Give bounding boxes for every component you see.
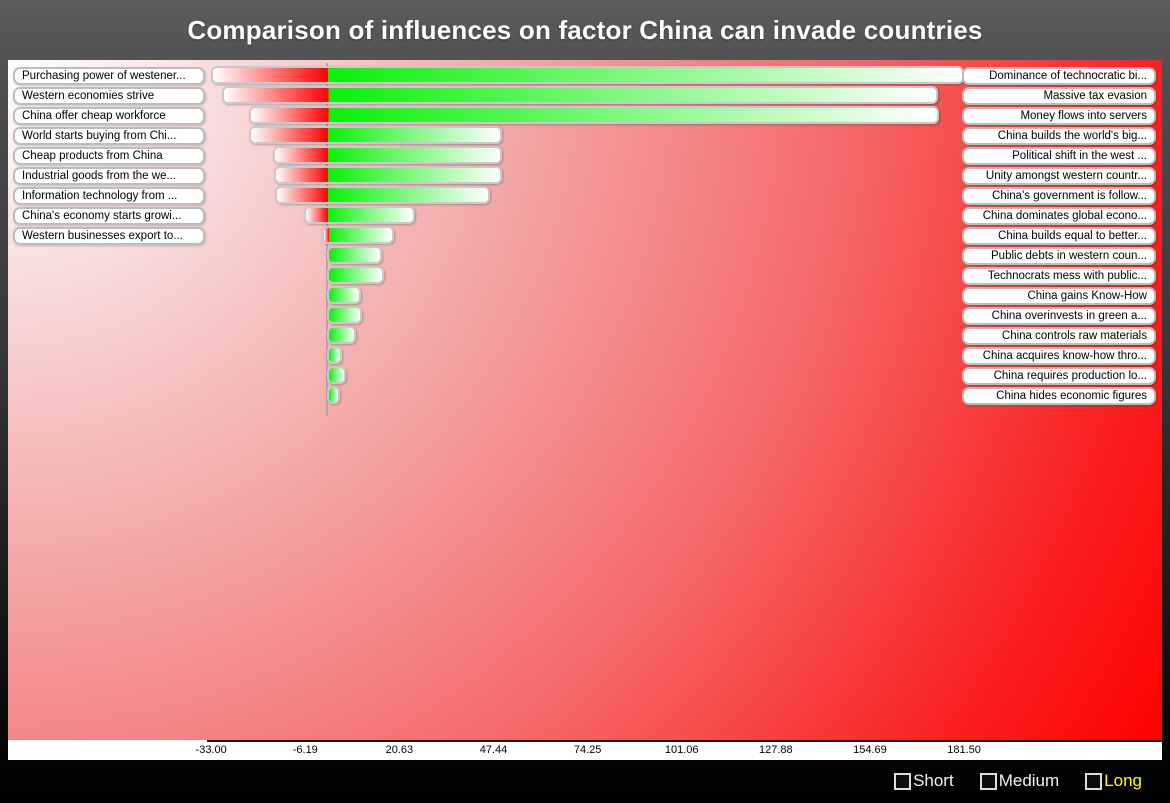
x-axis-line (207, 740, 1162, 742)
right-label-6[interactable]: Unity amongst western countr... (962, 167, 1156, 185)
bar-row-13[interactable] (327, 306, 363, 324)
legend-label-medium[interactable]: Medium (998, 771, 1060, 790)
x-tick-181.50: 181.50 (947, 744, 981, 756)
right-label-2[interactable]: Massive tax evasion (962, 87, 1156, 105)
left-label-1[interactable]: Purchasing power of westener... (13, 67, 205, 85)
legend-checkbox-long[interactable] (1085, 772, 1103, 790)
legend-item-short: Short (894, 771, 954, 791)
right-label-12[interactable]: China gains Know-How (962, 287, 1156, 305)
right-label-8[interactable]: China dominates global econo... (962, 207, 1156, 225)
left-label-3[interactable]: China offer cheap workforce (13, 107, 205, 125)
bar-row-2[interactable] (221, 86, 938, 104)
bar-row-1[interactable] (211, 66, 965, 84)
right-label-1[interactable]: Dominance of technocratic bi... (962, 67, 1156, 85)
x-tick-47.44: 47.44 (479, 744, 508, 756)
bar-row-12[interactable] (327, 286, 361, 304)
bar-row-14[interactable] (327, 326, 357, 344)
bar-row-3[interactable] (248, 106, 940, 124)
legend-label-short[interactable]: Short (913, 771, 954, 790)
bar-row-9[interactable] (321, 226, 394, 244)
legend-item-long: Long (1085, 771, 1142, 791)
right-label-11[interactable]: Technocrats mess with public... (962, 267, 1156, 285)
chart-area: Purchasing power of westener... Dominance… (8, 60, 1162, 760)
right-label-16[interactable]: China requires production lo... (962, 367, 1156, 385)
bar-row-5[interactable] (272, 146, 503, 164)
right-label-14[interactable]: China controls raw materials (962, 327, 1156, 345)
left-label-6[interactable]: Industrial goods from the we... (13, 167, 205, 185)
plot-area: Purchasing power of westener... Dominance… (8, 60, 1162, 740)
right-label-7[interactable]: China's government is follow... (962, 187, 1156, 205)
x-tick-154.69: 154.69 (853, 744, 887, 756)
legend: Short Medium Long (894, 767, 1142, 795)
left-label-8[interactable]: China's economy starts growi... (13, 207, 205, 225)
left-label-9[interactable]: Western businesses export to... (13, 227, 205, 245)
bar-row-4[interactable] (248, 126, 503, 144)
legend-checkbox-medium[interactable] (979, 772, 997, 790)
bar-row-15[interactable] (327, 346, 343, 364)
bar-row-7[interactable] (275, 186, 491, 204)
legend-item-medium: Medium (979, 771, 1060, 791)
bar-row-17[interactable] (327, 386, 340, 404)
right-label-4[interactable]: China builds the world's big... (962, 127, 1156, 145)
left-label-2[interactable]: Western economies strive (13, 87, 205, 105)
right-label-13[interactable]: China overinvests in green a... (962, 307, 1156, 325)
x-tick-74.25: 74.25 (573, 744, 602, 756)
left-label-4[interactable]: World starts buying from Chi... (13, 127, 205, 145)
x-tick--33.00: -33.00 (195, 744, 227, 756)
right-label-15[interactable]: China acquires know-how thro... (962, 347, 1156, 365)
legend-label-long[interactable]: Long (1104, 771, 1142, 790)
x-axis: -33.00 -6.19 20.63 47.44 74.25 101.06 127.88 15… (8, 740, 1162, 760)
x-tick-101.06: 101.06 (664, 744, 699, 756)
left-label-7[interactable]: Information technology from ... (13, 187, 205, 205)
right-label-10[interactable]: Public debts in western coun... (962, 247, 1156, 265)
bar-row-6[interactable] (273, 166, 503, 184)
x-tick-20.63: 20.63 (385, 744, 414, 756)
bar-row-10[interactable] (327, 246, 383, 264)
right-label-3[interactable]: Money flows into servers (962, 107, 1156, 125)
bar-row-8[interactable] (304, 206, 415, 224)
left-label-5[interactable]: Cheap products from China (13, 147, 205, 165)
right-label-5[interactable]: Political shift in the west ... (962, 147, 1156, 165)
legend-checkbox-short[interactable] (894, 772, 912, 790)
bar-row-11[interactable] (327, 266, 385, 284)
right-label-17[interactable]: China hides economic figures (962, 387, 1156, 405)
bar-row-16[interactable] (327, 366, 346, 384)
x-tick--6.19: -6.19 (292, 744, 318, 756)
chart-title: Comparison of influences on factor China… (187, 15, 983, 45)
x-tick-127.88: 127.88 (759, 744, 793, 756)
right-label-9[interactable]: China builds equal to better... (962, 227, 1156, 245)
